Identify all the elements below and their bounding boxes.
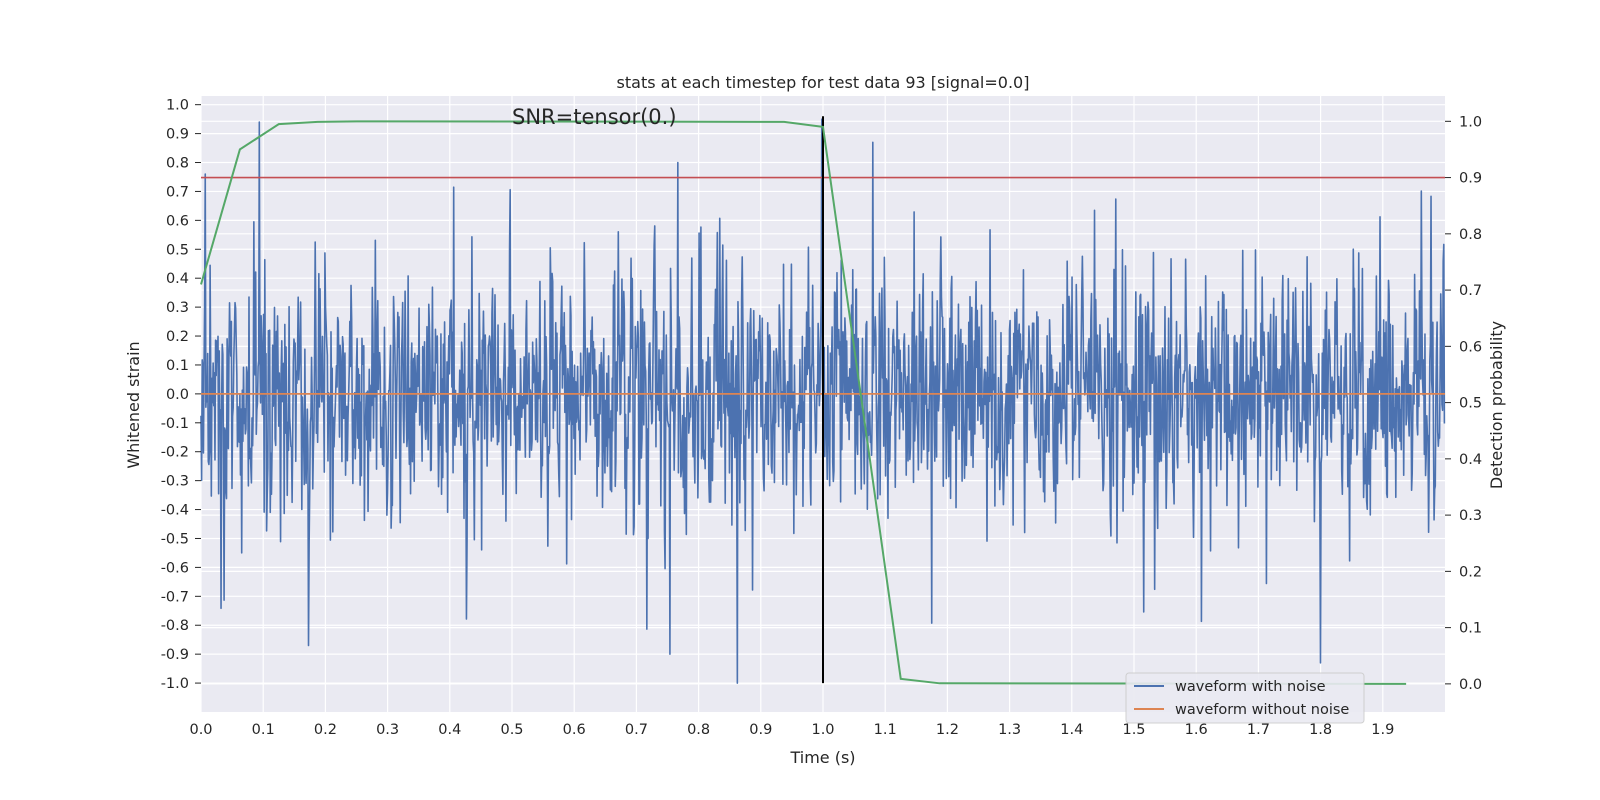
x-tick-label: 0.6 xyxy=(563,722,586,738)
y-tick-label: -0.2 xyxy=(161,445,189,461)
legend-box xyxy=(1125,672,1365,724)
y2-tick-label: 0.7 xyxy=(1459,283,1482,299)
y2-tick-label: 0.8 xyxy=(1459,227,1482,243)
x-tick-label: 1.1 xyxy=(874,722,897,738)
y2-tick-label: 0.5 xyxy=(1459,396,1482,412)
y-tick-label: 0.4 xyxy=(166,271,189,287)
y-tick-label: -0.3 xyxy=(161,474,189,490)
y2-tick-label: 0.6 xyxy=(1459,339,1482,355)
y-tick-label: -0.9 xyxy=(161,647,189,663)
snr-annotation: SNR=tensor(0.) xyxy=(512,105,677,129)
y2-axis-label: Detection probability xyxy=(1487,321,1506,489)
x-tick-label: 1.3 xyxy=(998,722,1021,738)
y-tick-label: 0.1 xyxy=(166,358,189,374)
y-tick-labels: 1.0 0.9 0.8 0.7 0.6 0.5 0.4 0.3 0.2 0.1 0.0 -0.1 -0.… xyxy=(161,98,201,692)
series-layer xyxy=(200,116,1446,685)
x-tick-label: 1.6 xyxy=(1185,722,1208,738)
y-tick-label: 0.3 xyxy=(166,300,189,316)
x-tick-label: 0.4 xyxy=(438,722,461,738)
y-tick-label: -0.8 xyxy=(161,618,189,634)
y2-tick-label: 0.0 xyxy=(1459,677,1482,693)
x-tick-label: 0.0 xyxy=(189,722,212,738)
x-tick-label: 1.2 xyxy=(936,722,959,738)
y-tick-label: 0.2 xyxy=(166,329,189,345)
x-tick-label: 1.9 xyxy=(1371,722,1394,738)
y-tick-label: -0.7 xyxy=(161,589,189,605)
x-tick-label: 1.4 xyxy=(1060,722,1083,738)
y-tick-label: -0.4 xyxy=(161,503,189,519)
y2-tick-label: 0.1 xyxy=(1459,621,1482,637)
y-tick-label: -1.0 xyxy=(161,676,189,692)
y-tick-label: -0.5 xyxy=(161,531,189,547)
y2-tick-label: 0.4 xyxy=(1459,452,1482,468)
y-tick-label: 0.6 xyxy=(166,213,189,229)
x-tick-label: 0.2 xyxy=(314,722,337,738)
legend-label-clean: waveform without noise xyxy=(1175,702,1349,718)
y-tick-label: 0.5 xyxy=(166,242,189,258)
x-tick-label: 0.3 xyxy=(376,722,399,738)
x-tick-label: 0.8 xyxy=(687,722,710,738)
y2-tick-labels: 1.0 0.9 0.8 0.7 0.6 0.5 0.4 0.3 0.2 0.1 0.0 xyxy=(1445,114,1482,693)
x-axis-label: Time (s) xyxy=(789,748,855,767)
y-tick-label: -0.1 xyxy=(161,416,189,432)
y2-tick-label: 0.3 xyxy=(1459,508,1482,524)
x-tick-label: 0.9 xyxy=(749,722,772,738)
y-tick-label: 1.0 xyxy=(166,98,189,114)
y2-tick-label: 0.9 xyxy=(1459,171,1482,187)
x-tick-label: 0.5 xyxy=(500,722,523,738)
chart-title: stats at each timestep for test data 93 … xyxy=(617,73,1030,92)
y-tick-label: 0.9 xyxy=(166,127,189,143)
x-tick-label: 1.0 xyxy=(811,722,834,738)
y-tick-label: 0.7 xyxy=(166,184,189,200)
y-axis-label: Whitened strain xyxy=(124,341,143,468)
x-tick-label: 1.5 xyxy=(1122,722,1145,738)
series-detection-probability xyxy=(200,120,1407,685)
x-tick-label: 0.1 xyxy=(252,722,275,738)
legend: waveform with noise waveform without noi… xyxy=(1125,672,1365,724)
y2-tick-label: 1.0 xyxy=(1459,114,1482,130)
y-tick-label: 0.8 xyxy=(166,156,189,172)
x-tick-label: 1.8 xyxy=(1309,722,1332,738)
x-tick-labels: 0.0 0.1 0.2 0.3 0.4 0.5 0.6 0.7 0.8 0.9 1.0 1.1 1.2 1… xyxy=(189,722,1394,738)
y-tick-label: 0.0 xyxy=(166,387,189,403)
legend-label-noise: waveform with noise xyxy=(1175,679,1326,695)
y2-tick-label: 0.2 xyxy=(1459,564,1482,580)
x-tick-label: 1.7 xyxy=(1247,722,1270,738)
y-tick-label: -0.6 xyxy=(161,560,189,576)
x-tick-label: 0.7 xyxy=(625,722,648,738)
